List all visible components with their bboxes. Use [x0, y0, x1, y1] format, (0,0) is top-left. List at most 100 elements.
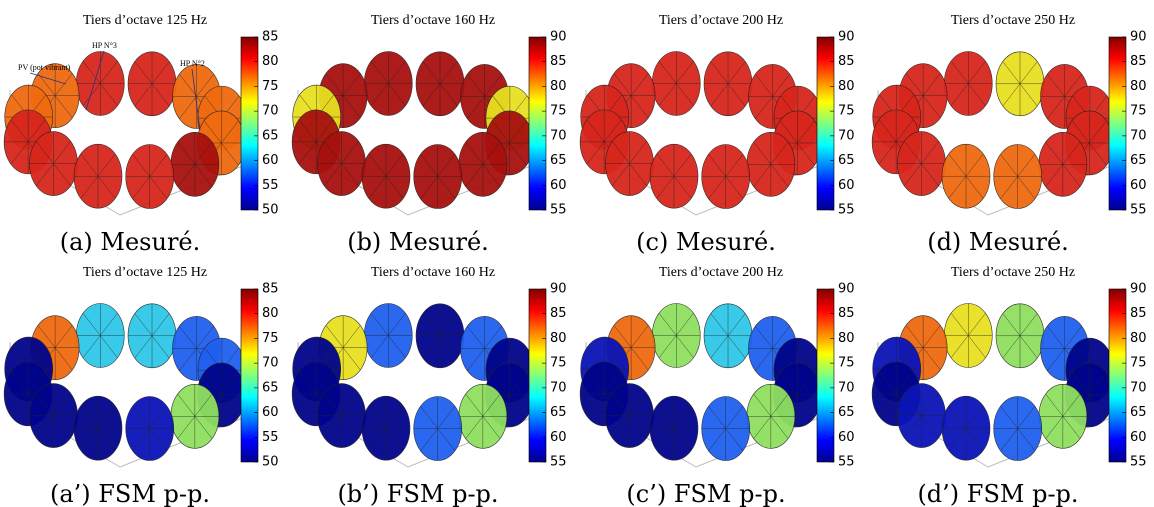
mesh: [317, 131, 366, 196]
colorbar-tick-label: 80: [1130, 331, 1147, 346]
mesh: [941, 396, 990, 461]
mesh: [29, 383, 78, 448]
mesh: [748, 316, 797, 381]
mesh: [172, 316, 221, 381]
colorbar-tick-label: 55: [262, 430, 279, 445]
colorbar-tick-label: 85: [838, 306, 855, 321]
mesh: [996, 51, 1045, 116]
colorbar-tick-label: 70: [838, 380, 855, 395]
annotation-pointer: [85, 50, 105, 111]
colorbar-tick-label: 70: [550, 380, 567, 395]
panel-caption: (b) Mesuré.: [347, 228, 489, 256]
mesh: [872, 361, 921, 426]
mesh: [364, 51, 413, 116]
panel-caption: (d) Mesuré.: [927, 228, 1069, 256]
colorbar-tick-label: 65: [1130, 405, 1147, 420]
mesh: [485, 362, 534, 427]
mesh: [773, 362, 822, 427]
mesh: [941, 144, 990, 209]
colorbar-tick-label: 75: [838, 104, 855, 119]
colorbar-tick-label: 55: [262, 178, 279, 193]
colorbar-tick-label: 85: [1130, 306, 1147, 321]
colorbar-tick-label: 80: [262, 306, 279, 321]
colorbar-tick-label: 55: [550, 455, 567, 470]
colorbar-tick-label: 70: [262, 104, 279, 119]
mesh: [31, 63, 80, 128]
annotation-pointer: [191, 68, 201, 131]
panel-title: Tiers d’octave 125 Hz: [83, 265, 207, 280]
colorbar-tick-label: 65: [838, 153, 855, 168]
colorbar-tick-label: 70: [1130, 128, 1147, 143]
colorbar-tick-label: 80: [1130, 79, 1147, 94]
mesh: [485, 110, 534, 175]
colorbar: [240, 36, 259, 211]
colorbar-tick-label: 60: [1130, 430, 1147, 445]
mesh: [170, 384, 219, 449]
colorbar-tick-label: 85: [1130, 54, 1147, 69]
mesh: [73, 396, 122, 461]
colorbar-tick-label: 80: [838, 331, 855, 346]
colorbar-tick-label: 60: [262, 153, 279, 168]
colorbar-tick-label: 55: [1130, 455, 1147, 470]
annotation-pointer: [29, 72, 67, 85]
panel-title: Tiers d’octave 250 Hz: [951, 13, 1075, 28]
colorbar-tick-label: 65: [262, 380, 279, 395]
mesh: [899, 315, 948, 380]
mesh: [292, 361, 341, 426]
mesh: [649, 144, 698, 209]
mesh: [76, 51, 125, 116]
mesh: [1065, 362, 1114, 427]
mesh: [649, 396, 698, 461]
mesh: [607, 315, 656, 380]
mesh: [125, 396, 174, 461]
mesh: [128, 303, 177, 368]
colorbar: [528, 288, 547, 463]
mesh: [1038, 384, 1087, 449]
mesh: [580, 361, 629, 426]
mesh: [73, 144, 122, 209]
mesh: [993, 396, 1042, 461]
mesh: [458, 132, 507, 197]
mesh: [897, 131, 946, 196]
mesh: [605, 131, 654, 196]
colorbar-tick-label: 75: [1130, 356, 1147, 371]
panel-caption: (a) Mesuré.: [60, 228, 201, 256]
mesh: [361, 396, 410, 461]
mesh: [197, 110, 246, 175]
colorbar-tick-label: 65: [1130, 153, 1147, 168]
mesh: [416, 303, 465, 368]
mesh: [704, 51, 753, 116]
colorbar-tick-label: 65: [550, 405, 567, 420]
colorbar-tick-label: 65: [262, 128, 279, 143]
colorbar-tick-label: 85: [262, 282, 279, 297]
mesh: [704, 303, 753, 368]
mesh: [944, 303, 993, 368]
annotation: HP N°2: [180, 59, 205, 68]
mesh: [172, 64, 221, 129]
panel-title: Tiers d’octave 250 Hz: [951, 265, 1075, 280]
mesh: [1065, 110, 1114, 175]
mesh: [746, 384, 795, 449]
colorbar-tick-label: 90: [550, 30, 567, 45]
colorbar-tick-label: 75: [838, 356, 855, 371]
colorbar-tick-label: 85: [838, 54, 855, 69]
mesh: [319, 63, 368, 128]
colorbar: [528, 36, 547, 211]
colorbar-tick-label: 90: [838, 282, 855, 297]
colorbar-tick-label: 50: [262, 455, 279, 470]
colorbar-tick-label: 60: [550, 178, 567, 193]
mesh: [899, 63, 948, 128]
panel-title: Tiers d’octave 200 Hz: [659, 265, 783, 280]
mesh: [773, 110, 822, 175]
panel-title: Tiers d’octave 200 Hz: [659, 13, 783, 28]
mesh: [1040, 316, 1089, 381]
colorbar-tick-label: 55: [550, 203, 567, 218]
panel-title: Tiers d’octave 125 Hz: [83, 13, 207, 28]
mesh: [458, 384, 507, 449]
mesh: [607, 63, 656, 128]
mesh: [31, 315, 80, 380]
colorbar-tick-label: 55: [838, 203, 855, 218]
annotation: PV (pot vibrant): [18, 63, 71, 72]
colorbar-tick-label: 55: [838, 455, 855, 470]
